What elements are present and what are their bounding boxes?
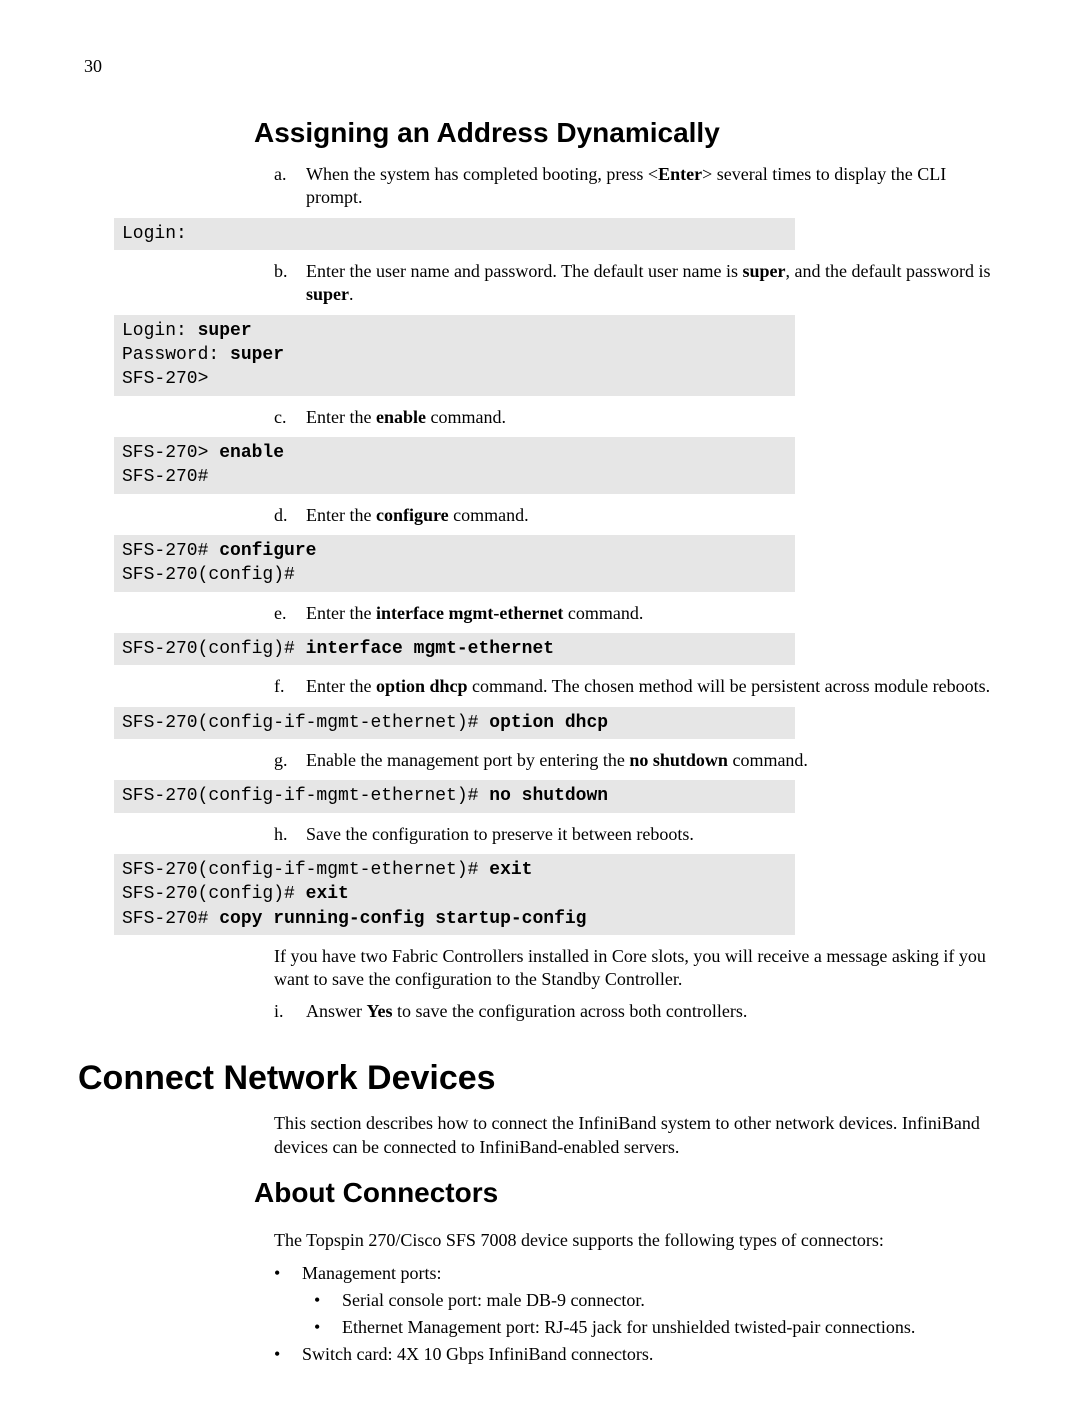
- bullet-icon: •: [314, 1314, 342, 1341]
- step-marker: g.: [274, 749, 306, 772]
- step-i: i. Answer Yes to save the configuration …: [274, 1000, 1002, 1023]
- step-text: Enter the enable command.: [306, 406, 1002, 429]
- bullet-switch-card: • Switch card: 4X 10 Gbps InfiniBand con…: [274, 1341, 1002, 1368]
- step-f: f. Enter the option dhcp command. The ch…: [274, 675, 1002, 698]
- standby-paragraph: If you have two Fabric Controllers insta…: [274, 945, 1002, 992]
- step-h: h. Save the configuration to preserve it…: [274, 823, 1002, 846]
- step-marker: b.: [274, 260, 306, 307]
- step-text: Answer Yes to save the configuration acr…: [306, 1000, 1002, 1023]
- section2-intro: This section describes how to connect th…: [274, 1112, 1002, 1159]
- step-text: Enter the configure command.: [306, 504, 1002, 527]
- step-text: Save the configuration to preserve it be…: [306, 823, 1002, 846]
- code-block-exit-copy: SFS-270(config-if-mgmt-ethernet)# exit S…: [114, 854, 795, 935]
- bullet-icon: •: [274, 1260, 302, 1287]
- step-g: g. Enable the management port by enterin…: [274, 749, 1002, 772]
- code-block-enable: SFS-270> enable SFS-270#: [114, 437, 795, 494]
- step-text: Enter the interface mgmt-ethernet comman…: [306, 602, 1002, 625]
- step-marker: c.: [274, 406, 306, 429]
- bullet-ethernet-mgmt: • Ethernet Management port: RJ-45 jack f…: [314, 1314, 1002, 1341]
- step-text: When the system has completed booting, p…: [306, 163, 1002, 210]
- step-marker: e.: [274, 602, 306, 625]
- bullet-text: Switch card: 4X 10 Gbps InfiniBand conne…: [302, 1341, 653, 1368]
- document-page: 30 Assigning an Address Dynamically a. W…: [0, 0, 1080, 1428]
- about-connectors-intro: The Topspin 270/Cisco SFS 7008 device su…: [274, 1229, 1002, 1252]
- step-d: d. Enter the configure command.: [274, 504, 1002, 527]
- step-b: b. Enter the user name and password. The…: [274, 260, 1002, 307]
- code-block-configure: SFS-270# configure SFS-270(config)#: [114, 535, 795, 592]
- step-marker: i.: [274, 1000, 306, 1023]
- heading-assigning-address: Assigning an Address Dynamically: [254, 117, 1002, 149]
- step-marker: f.: [274, 675, 306, 698]
- bullet-icon: •: [314, 1287, 342, 1314]
- code-block-login-super: Login: super Password: super SFS-270>: [114, 315, 795, 396]
- step-marker: d.: [274, 504, 306, 527]
- step-text: Enable the management port by entering t…: [306, 749, 1002, 772]
- page-number: 30: [84, 56, 1002, 77]
- step-a: a. When the system has completed booting…: [274, 163, 1002, 210]
- step-marker: h.: [274, 823, 306, 846]
- step-marker: a.: [274, 163, 306, 210]
- step-text: Enter the option dhcp command. The chose…: [306, 675, 1002, 698]
- bullet-text: Management ports:: [302, 1260, 441, 1287]
- bullet-text: Ethernet Management port: RJ-45 jack for…: [342, 1314, 915, 1341]
- step-c: c. Enter the enable command.: [274, 406, 1002, 429]
- code-block-no-shutdown: SFS-270(config-if-mgmt-ethernet)# no shu…: [114, 780, 795, 812]
- bullet-text: Serial console port: male DB-9 connector…: [342, 1287, 645, 1314]
- heading-about-connectors: About Connectors: [254, 1177, 1002, 1209]
- bullet-management-ports: • Management ports:: [274, 1260, 1002, 1287]
- bullet-serial-console: • Serial console port: male DB-9 connect…: [314, 1287, 1002, 1314]
- step-text: Enter the user name and password. The de…: [306, 260, 1002, 307]
- code-block-login: Login:: [114, 218, 795, 250]
- step-e: e. Enter the interface mgmt-ethernet com…: [274, 602, 1002, 625]
- code-block-interface: SFS-270(config)# interface mgmt-ethernet: [114, 633, 795, 665]
- code-block-option-dhcp: SFS-270(config-if-mgmt-ethernet)# option…: [114, 707, 795, 739]
- bullet-icon: •: [274, 1341, 302, 1368]
- heading-connect-network-devices: Connect Network Devices: [78, 1059, 1002, 1098]
